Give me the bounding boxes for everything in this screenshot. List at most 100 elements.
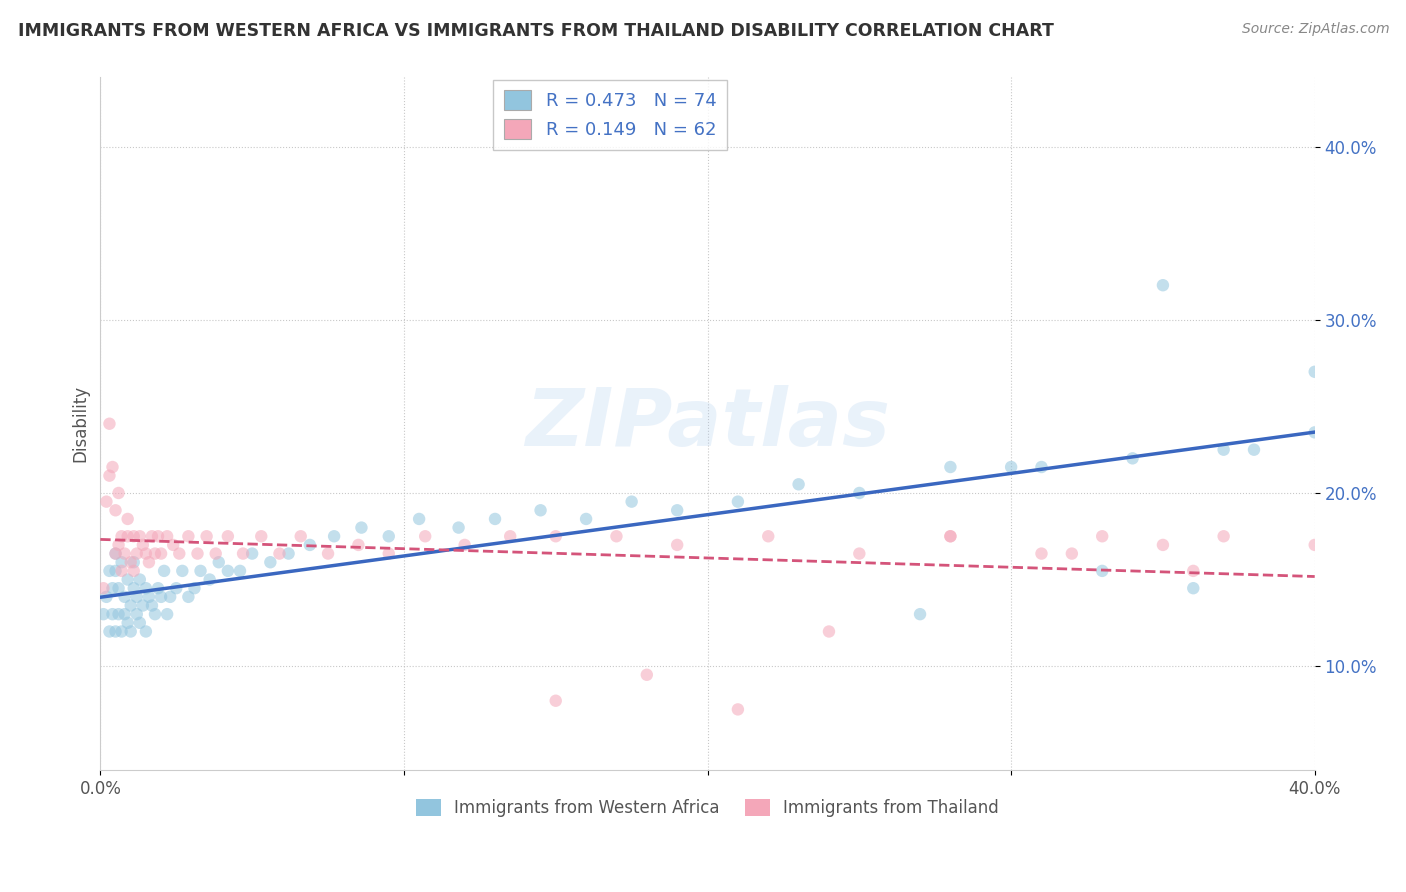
Point [544, 529, 567, 543]
Point [146, 529, 169, 543]
Point [104, 564, 127, 578]
Point [453, 538, 475, 552]
Point [141, 529, 163, 543]
Point [125, 590, 148, 604]
Point [1182, 564, 1205, 578]
Point [1060, 547, 1083, 561]
Point [544, 694, 567, 708]
Point [1031, 547, 1053, 561]
Point [217, 564, 239, 578]
Point [269, 547, 291, 561]
Point [169, 547, 191, 561]
Point [1091, 529, 1114, 543]
Point [107, 538, 129, 552]
Point [107, 607, 129, 622]
Point [939, 529, 962, 543]
Point [146, 581, 169, 595]
Point [378, 529, 401, 543]
Point [208, 555, 231, 569]
Point [347, 538, 370, 552]
Point [1091, 564, 1114, 578]
Point [135, 624, 157, 639]
Point [120, 624, 142, 639]
Point [298, 538, 321, 552]
Point [848, 486, 870, 500]
Point [636, 667, 658, 681]
Point [447, 520, 470, 534]
Point [1122, 451, 1144, 466]
Point [114, 607, 136, 622]
Point [350, 520, 373, 534]
Point [499, 529, 522, 543]
Legend: Immigrants from Western Africa, Immigrants from Thailand: Immigrants from Western Africa, Immigran… [409, 792, 1005, 824]
Point [135, 581, 157, 595]
Point [666, 503, 689, 517]
Point [150, 590, 173, 604]
Point [117, 615, 139, 630]
Point [378, 547, 401, 561]
Point [101, 581, 124, 595]
Point [128, 615, 150, 630]
Text: IMMIGRANTS FROM WESTERN AFRICA VS IMMIGRANTS FROM THAILAND DISABILITY CORRELATIO: IMMIGRANTS FROM WESTERN AFRICA VS IMMIGR… [18, 22, 1054, 40]
Point [132, 538, 155, 552]
Point [818, 624, 841, 639]
Point [939, 529, 962, 543]
Point [177, 590, 200, 604]
Point [125, 607, 148, 622]
Point [107, 581, 129, 595]
Point [110, 624, 132, 639]
Point [1303, 365, 1326, 379]
Point [156, 607, 179, 622]
Y-axis label: Disability: Disability [72, 385, 89, 462]
Point [93, 581, 115, 595]
Point [1303, 425, 1326, 440]
Point [104, 503, 127, 517]
Point [153, 564, 176, 578]
Point [1212, 442, 1234, 457]
Point [1243, 442, 1265, 457]
Text: Source: ZipAtlas.com: Source: ZipAtlas.com [1241, 22, 1389, 37]
Point [122, 564, 145, 578]
Point [135, 547, 157, 561]
Point [141, 599, 163, 613]
Point [104, 624, 127, 639]
Point [98, 417, 121, 431]
Point [117, 573, 139, 587]
Point [1212, 529, 1234, 543]
Point [98, 564, 121, 578]
Point [240, 547, 263, 561]
Point [117, 512, 139, 526]
Point [128, 573, 150, 587]
Point [198, 573, 221, 587]
Point [120, 599, 142, 613]
Point [727, 702, 749, 716]
Point [1182, 581, 1205, 595]
Point [125, 547, 148, 561]
Point [939, 460, 962, 475]
Point [183, 581, 205, 595]
Point [413, 529, 436, 543]
Point [484, 512, 506, 526]
Point [114, 590, 136, 604]
Point [107, 486, 129, 500]
Point [114, 547, 136, 561]
Point [204, 547, 226, 561]
Point [110, 555, 132, 569]
Point [529, 503, 551, 517]
Point [666, 538, 689, 552]
Point [787, 477, 810, 491]
Point [120, 555, 142, 569]
Point [323, 529, 346, 543]
Point [101, 460, 124, 475]
Point [117, 529, 139, 543]
Point [1152, 278, 1174, 293]
Point [143, 607, 166, 622]
Point [290, 529, 312, 543]
Point [101, 607, 124, 622]
Point [316, 547, 339, 561]
Point [122, 529, 145, 543]
Point [1303, 538, 1326, 552]
Point [132, 599, 155, 613]
Point [110, 529, 132, 543]
Point [93, 607, 115, 622]
